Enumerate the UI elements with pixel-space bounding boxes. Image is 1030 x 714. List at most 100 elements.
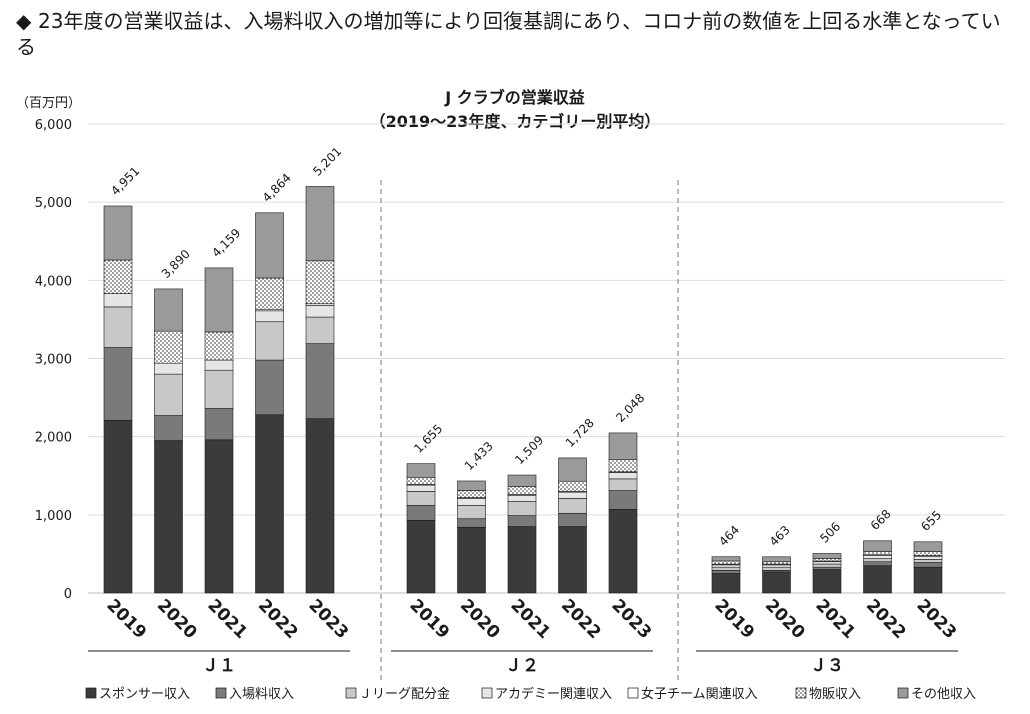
legend-label: Ｊリーグ配分金	[359, 686, 450, 702]
bar-segment-2019-s0	[711, 573, 741, 594]
bar-segment-2021-s3	[812, 561, 842, 565]
bar-segment-2023-s3	[608, 472, 638, 480]
bar-segment-2020-s5	[762, 561, 791, 565]
bar-segment-2023-s0	[913, 566, 943, 594]
bar-total-label: 1,509	[512, 433, 546, 467]
legend-label: 入場料収入	[229, 687, 294, 702]
bar-segment-2023-s2	[305, 316, 335, 344]
bar-segment-2021-s1	[507, 515, 537, 527]
bar-segment-2022-s5	[255, 277, 284, 310]
bar-segment-2023-s2	[608, 478, 638, 491]
bar-segment-2020-s3	[762, 564, 791, 568]
bar-segment-2022-s6	[255, 212, 284, 279]
bar-segment-2022-s3	[255, 310, 284, 323]
bar-segment-2022-s2	[255, 321, 284, 361]
bar-segment-2023-s1	[305, 343, 335, 419]
bar-segment-2020-s2	[457, 505, 486, 520]
legend-swatch	[795, 687, 807, 699]
bar-segment-2020-s5	[154, 330, 183, 364]
bar-segment-2019-s1	[103, 347, 133, 421]
bar-segment-2021-s0	[507, 526, 537, 594]
bar-segment-2020-s6	[154, 288, 183, 332]
y-tick-label: 1,000	[35, 509, 72, 524]
legend-swatch	[627, 687, 639, 699]
bar-segment-2019-s3	[406, 484, 436, 492]
page-headline: ◆ 23年度の営業収益は、入場料収入の増加等により回復基調にあり、コロナ前の数値を…	[16, 8, 1016, 60]
legend-label: その他収入	[911, 687, 976, 702]
x-category-label: 2021	[811, 595, 859, 643]
bar-total-label: 5,201	[310, 144, 344, 178]
bar-segment-2020-s6	[762, 556, 791, 563]
y-tick-label: 4,000	[35, 274, 72, 289]
x-category-label: 2019	[405, 595, 453, 643]
bar-segment-2021-s6	[204, 267, 234, 333]
x-category-label: 2020	[456, 595, 504, 643]
bar-segment-2019-s1	[711, 570, 741, 574]
bar-segment-2023-s6	[608, 432, 638, 460]
bar-segment-2021-s3	[204, 359, 234, 371]
bar-segment-2019-s1	[406, 505, 436, 521]
bar-segment-2022-s6	[558, 457, 587, 482]
legend-label: 女子チーム関連収入	[641, 686, 758, 702]
bar-segment-2023-s0	[608, 509, 638, 594]
bar-total-label: 4,864	[260, 171, 294, 205]
x-category-label: 2020	[761, 595, 809, 643]
bar-segment-2022-s2	[863, 558, 892, 563]
bar-marks: 4,951 3,890 4,159 4,864 5,201 1,655 1,433 1,509…	[103, 144, 944, 594]
y-axis-unit: （百万円）	[16, 96, 81, 111]
bar-segment-2020-s1	[457, 518, 486, 528]
bar-segment-2023-s6	[305, 186, 335, 262]
y-tick-label: 3,000	[35, 353, 72, 368]
bar-segment-2019-s2	[711, 566, 741, 571]
x-category-label: 2022	[557, 595, 605, 643]
bar-segment-2022-s5	[558, 480, 587, 492]
bar-segment-2021-s6	[507, 474, 537, 487]
bar-total-label: 2,048	[613, 391, 647, 425]
bar-total-label: 4,159	[209, 226, 243, 260]
legend-swatch	[897, 687, 909, 699]
bar-segment-2020-s0	[154, 440, 183, 594]
bar-segment-2022-s0	[558, 526, 587, 594]
bar-segment-2022-s3	[558, 491, 587, 499]
bar-segment-2021-s5	[204, 331, 234, 361]
y-tick-label: 2,000	[35, 431, 72, 446]
bar-segment-2022-s0	[255, 414, 284, 594]
bar-segment-2019-s6	[711, 556, 741, 562]
group-label: Ｊ２	[505, 656, 539, 676]
x-category-label: 2023	[607, 595, 655, 643]
bar-segment-2019-s3	[103, 293, 133, 308]
group-label: Ｊ１	[202, 656, 236, 676]
bar-segment-2022-s1	[558, 512, 587, 527]
bar-segment-2021-s5	[507, 486, 537, 495]
x-category-label: 2023	[304, 595, 352, 643]
y-tick-label: 6,000	[35, 118, 72, 133]
bar-segment-2019-s6	[103, 205, 133, 261]
headline-text: 23年度の営業収益は、入場料収入の増加等により回復基調にあり、コロナ前の数値を上…	[16, 9, 1001, 59]
x-category-label: 2020	[153, 595, 201, 643]
y-tick-label: 5,000	[35, 196, 72, 211]
chart-title-line1: J クラブの営業収益	[444, 88, 585, 107]
bar-segment-2021-s2	[812, 563, 842, 568]
bar-total-label: 1,655	[411, 422, 445, 456]
legend-swatch	[481, 687, 493, 699]
bar-total-label: 3,890	[159, 247, 193, 281]
bar-segment-2019-s2	[103, 306, 133, 348]
bar-segment-2022-s2	[558, 498, 587, 514]
bar-segment-2023-s1	[913, 562, 943, 568]
bar-segment-2023-s5	[305, 260, 335, 305]
bar-segment-2022-s3	[863, 555, 892, 559]
bar-total-label: 463	[767, 523, 793, 549]
diamond-icon: ◆	[16, 9, 32, 33]
legend-swatch	[85, 687, 97, 699]
bar-segment-2023-s3	[913, 555, 943, 560]
bar-segment-2019-s5	[406, 477, 436, 485]
x-category-label: 2023	[912, 595, 960, 643]
bar-segment-2019-s6	[406, 463, 436, 478]
legend-swatch	[215, 687, 227, 699]
bar-segment-2021-s2	[204, 369, 234, 409]
bar-segment-2021-s2	[507, 501, 537, 516]
bar-segment-2022-s5	[863, 551, 892, 555]
bar-segment-2020-s3	[154, 362, 183, 375]
bar-segment-2020-s5	[457, 490, 486, 498]
